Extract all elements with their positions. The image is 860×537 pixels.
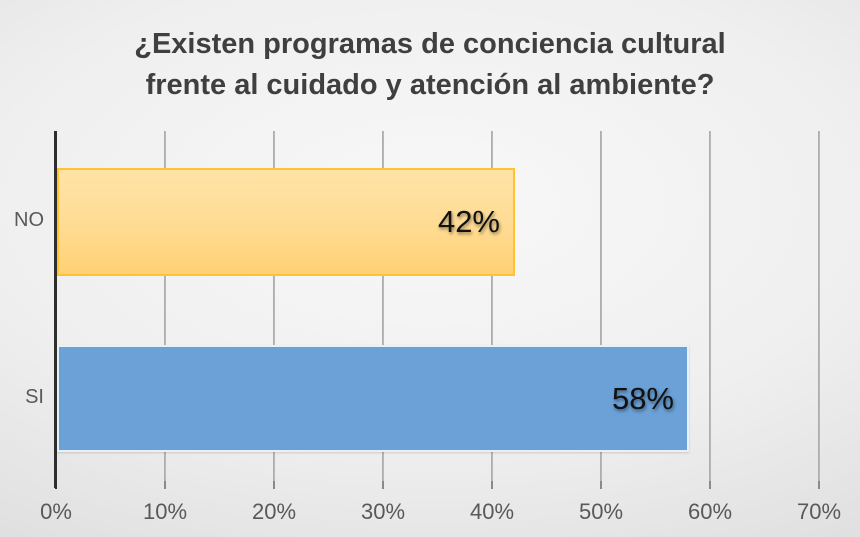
tick-30%	[382, 481, 384, 489]
category-label-si: SI	[25, 386, 44, 408]
tick-label-70%: 70%	[796, 499, 842, 524]
tick-label-0%: 0%	[40, 499, 72, 524]
tick-70%	[818, 481, 820, 489]
tick-20%	[273, 481, 275, 489]
gridline-50%	[600, 131, 602, 481]
tick-50%	[600, 481, 602, 489]
data-label-si: 58%	[611, 380, 674, 416]
gridline-20%	[273, 131, 275, 481]
gridline-10%	[164, 131, 166, 481]
tick-label-40%: 40%	[469, 499, 515, 524]
gridline-70%	[818, 131, 820, 481]
tick-60%	[709, 481, 711, 489]
category-label-no: NO	[14, 209, 44, 231]
tick-label-10%: 10%	[142, 499, 188, 524]
tick-label-20%: 20%	[251, 499, 297, 524]
y-axis-line	[54, 131, 57, 488]
chart-title: ¿Existen programas de conciencia cultura…	[0, 24, 860, 106]
tick-label-60%: 60%	[687, 499, 733, 524]
chart-title-line-1: ¿Existen programas de conciencia cultura…	[134, 28, 726, 60]
gridline-30%	[382, 131, 384, 481]
tick-label-50%: 50%	[578, 499, 624, 524]
chart-title-line-2: frente al cuidado y atención al ambiente…	[145, 69, 715, 101]
bar-no: 42%	[57, 168, 515, 276]
data-label-no: 42%	[437, 204, 500, 239]
tick-40%	[491, 481, 493, 489]
gridline-60%	[709, 131, 711, 481]
plot-area: 42% 58%	[55, 131, 820, 489]
tick-label-30%: 30%	[360, 499, 406, 524]
bar-si: 58%	[57, 345, 689, 452]
tick-10%	[164, 481, 166, 489]
gridline-40%	[491, 131, 493, 481]
